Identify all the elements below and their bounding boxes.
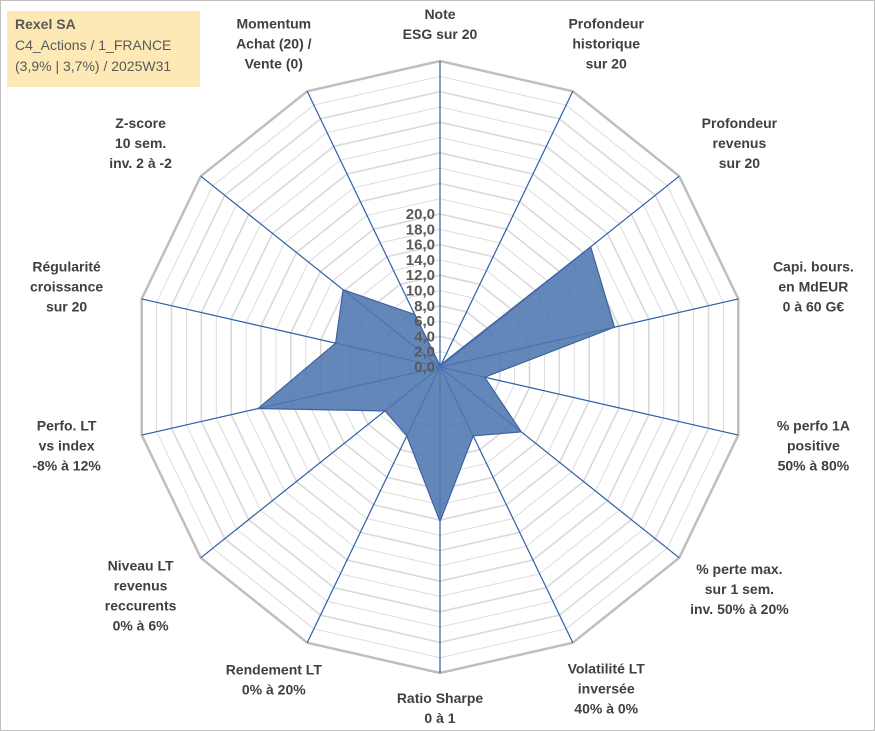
tick-label: 14,0 — [406, 252, 435, 269]
axis-label-10: Perfo. LT vs index -8% à 12% — [32, 418, 101, 474]
axis-label-line: inversée — [578, 681, 635, 697]
axis-label-line: 0% à 6% — [113, 617, 170, 633]
axis-label-line: Profondeur — [702, 115, 778, 131]
axis-label-1: Profondeur historique sur 20 — [568, 16, 644, 72]
axis-label-line: 0 à 60 G€ — [783, 298, 845, 314]
axis-label-2: Profondeur revenus sur 20 — [702, 115, 778, 171]
axis-label-6: Volatilité LT inversée 40% à 0% — [568, 661, 646, 717]
axis-label-line: inv. 50% à 20% — [690, 601, 789, 617]
axis-label-line: % perte max. — [696, 561, 782, 577]
axis-label-line: sur 1 sem. — [705, 581, 774, 597]
axis-label-line: sur 20 — [719, 155, 760, 171]
axis-label-13: Momentum Achat (20) / Vente (0) — [236, 16, 312, 72]
axis-label-9: Niveau LT revenus reccurents 0% à 6% — [105, 557, 177, 633]
axis-label-0: Note ESG sur 20 — [403, 6, 478, 42]
axis-label-line: en MdEUR — [778, 278, 848, 294]
tick-label: 2,0 — [414, 344, 435, 361]
info-box: Rexel SA C4_Actions / 1_FRANCE (3,9% | 3… — [7, 11, 200, 87]
axis-label-line: Rendement LT — [226, 662, 323, 678]
axis-label-3: Capi. bours. en MdEUR 0 à 60 G€ — [773, 258, 854, 314]
axis-label-line: inv. 2 à -2 — [109, 155, 172, 171]
info-period: (3,9% | 3,7%) / 2025W31 — [15, 58, 172, 74]
radar-series-area-0 — [256, 245, 616, 524]
axis-label-line: reccurents — [105, 597, 177, 613]
tick-label: 6,0 — [414, 313, 435, 330]
axis-label-line: Profondeur — [568, 16, 644, 32]
axis-label-line: positive — [787, 438, 840, 454]
axis-label-8: Rendement LT 0% à 20% — [226, 662, 323, 698]
axis-labels: Note ESG sur 20 Profondeur historique sur 20… — [30, 6, 854, 726]
axis-label-line: Z-score — [115, 115, 166, 131]
axis-label-line: historique — [572, 36, 640, 52]
axis-label-line: Volatilité LT — [568, 661, 646, 677]
info-company: Rexel SA — [15, 16, 76, 32]
axis-label-line: croissance — [30, 278, 103, 294]
axis-label-11: Régularité croissance sur 20 — [30, 258, 103, 314]
tick-label: 12,0 — [406, 267, 435, 284]
axis-label-line: % perfo 1A — [777, 418, 850, 434]
axis-label-5: % perte max. sur 1 sem. inv. 50% à 20% — [690, 561, 789, 617]
tick-label: 8,0 — [414, 298, 435, 315]
axis-label-line: 0% à 20% — [242, 682, 306, 698]
axis-label-4: % perfo 1A positive 50% à 80% — [777, 418, 850, 474]
axis-label-line: 0 à 1 — [424, 710, 455, 726]
tick-label: 16,0 — [406, 237, 435, 254]
axis-label-line: 50% à 80% — [778, 458, 850, 474]
axis-label-line: vs index — [39, 438, 95, 454]
tick-label: 0,0 — [414, 359, 435, 376]
tick-label: 20,0 — [406, 206, 435, 223]
axis-label-line: ESG sur 20 — [403, 26, 478, 42]
spoke-1 — [439, 91, 574, 368]
axis-label-line: Achat (20) / — [236, 36, 312, 52]
tick-label: 10,0 — [406, 283, 435, 300]
spoke-4 — [439, 366, 739, 436]
axis-label-line: Capi. bours. — [773, 258, 854, 274]
axis-label-line: -8% à 12% — [32, 458, 101, 474]
axis-label-line: revenus — [713, 135, 767, 151]
axis-label-line: sur 20 — [46, 298, 87, 314]
axis-label-line: Ratio Sharpe — [397, 690, 484, 706]
axis-label-line: revenus — [114, 577, 168, 593]
axis-label-7: Ratio Sharpe 0 à 1 — [397, 690, 484, 726]
tick-label: 18,0 — [406, 221, 435, 238]
axis-label-12: Z-score 10 sem. inv. 2 à -2 — [109, 115, 172, 171]
tick-label: 4,0 — [414, 328, 435, 345]
axis-label-line: 10 sem. — [115, 135, 166, 151]
axis-label-line: Momentum — [236, 16, 311, 32]
axis-label-line: Niveau LT — [108, 557, 174, 573]
axis-label-line: Vente (0) — [245, 56, 303, 72]
axis-label-line: Perfo. LT — [37, 418, 97, 434]
radial-tick-labels: 0,02,04,06,08,010,012,014,016,018,020,0 — [406, 206, 435, 376]
axis-label-line: sur 20 — [586, 56, 627, 72]
radar-series-layer — [256, 245, 616, 524]
info-market: C4_Actions / 1_FRANCE — [15, 37, 172, 53]
axis-label-line: 40% à 0% — [574, 701, 638, 717]
axis-label-line: Note — [424, 6, 455, 22]
axis-label-line: Régularité — [32, 258, 101, 274]
